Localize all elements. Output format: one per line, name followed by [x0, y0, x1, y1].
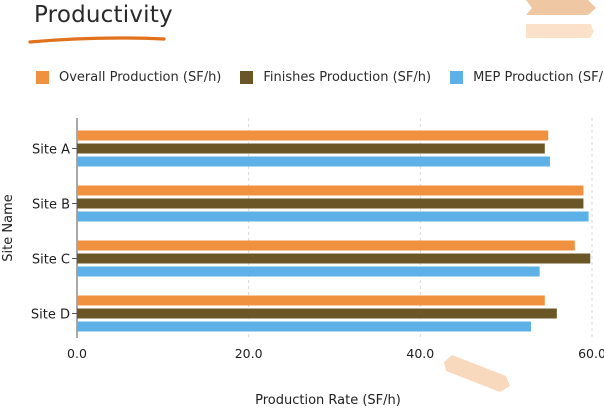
bar-overall-site-c — [77, 240, 575, 251]
bar-mep-site-a — [77, 156, 550, 167]
y-tick-label: Site C — [32, 253, 70, 268]
chart-legend: Overall Production (SF/h) Finishes Produ… — [36, 68, 604, 86]
x-tick-label: 60.0 — [578, 346, 604, 361]
y-tick-label: Site A — [32, 143, 70, 158]
legend-label-finishes: Finishes Production (SF/h) — [263, 69, 432, 85]
bar-finishes-site-d — [77, 308, 557, 319]
y-tick-label: Site D — [31, 308, 70, 323]
legend-item-overall: Overall Production (SF/h) — [36, 70, 221, 85]
bar-overall-site-b — [77, 185, 584, 196]
y-tick-label: Site B — [32, 198, 70, 213]
legend-label-mep: MEP Production (SF/h) — [473, 69, 604, 85]
bar-overall-site-d — [77, 295, 545, 306]
legend-item-finishes: Finishes Production (SF/h) — [240, 70, 431, 85]
legend-label-overall: Overall Production (SF/h) — [59, 69, 222, 85]
title-underline — [28, 36, 166, 44]
x-axis-title: Production Rate (SF/h) — [255, 393, 401, 408]
decorative-arrow-bottom — [444, 355, 510, 392]
bar-finishes-site-b — [77, 198, 584, 209]
decorative-arrow-top — [526, 0, 596, 15]
legend-swatch-finishes — [240, 70, 254, 84]
y-axis-title: Site Name — [1, 194, 16, 261]
bar-mep-site-b — [77, 211, 589, 222]
legend-swatch-overall — [36, 70, 49, 84]
x-tick-label: 0.0 — [67, 346, 87, 361]
bar-finishes-site-a — [77, 143, 545, 154]
x-tick-label: 40.0 — [406, 346, 434, 361]
decorative-bar-top — [526, 24, 594, 38]
bar-mep-site-d — [77, 321, 532, 332]
x-tick-label: 20.0 — [235, 346, 263, 361]
bar-overall-site-a — [77, 130, 549, 141]
page-title: Productivity — [34, 2, 173, 28]
bar-finishes-site-c — [77, 253, 591, 264]
bar-mep-site-c — [77, 266, 540, 277]
legend-swatch-mep — [450, 70, 464, 84]
legend-item-mep: MEP Production (SF/h) — [450, 70, 604, 85]
